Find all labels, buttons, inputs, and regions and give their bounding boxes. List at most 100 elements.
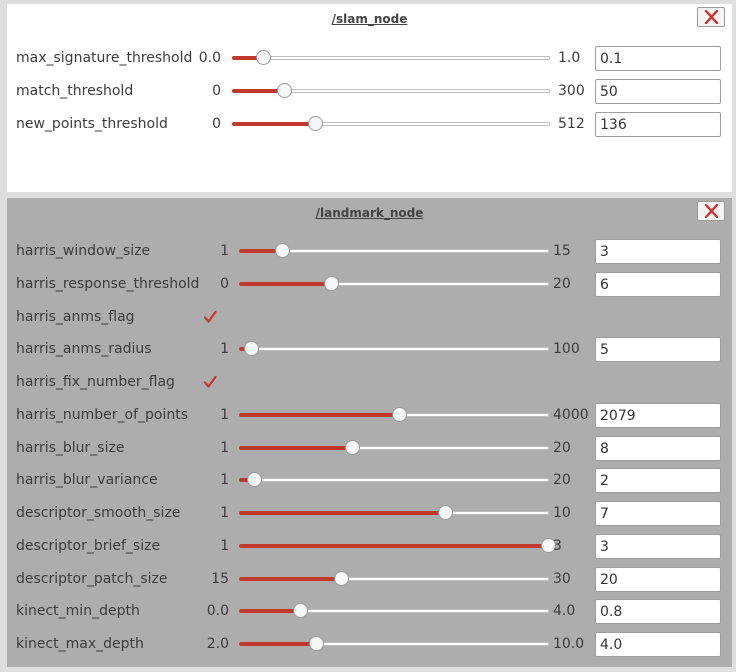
slider-track[interactable] xyxy=(239,571,549,586)
checkbox[interactable] xyxy=(203,310,217,324)
param-value-input[interactable] xyxy=(595,337,721,362)
param-label: new_points_threshold xyxy=(16,116,168,132)
slider-min-label: 1 xyxy=(220,243,229,259)
param-label: harris_blur_variance xyxy=(16,472,158,488)
slider-fill xyxy=(239,413,401,417)
slider-fill xyxy=(232,89,285,93)
param-label: harris_anms_flag xyxy=(16,309,135,325)
slider-min-label: 0 xyxy=(220,276,229,292)
param-row-kinect_min_depth: kinect_min_depth 0.0 4.0 xyxy=(7,599,732,624)
slider-min-label: 0 xyxy=(212,83,221,99)
slider-fill xyxy=(239,544,549,548)
slider-max-label: 100 xyxy=(553,341,580,357)
slider-track[interactable] xyxy=(239,276,549,291)
param-value-input[interactable] xyxy=(595,46,721,71)
param-label: max_signature_threshold xyxy=(16,50,193,66)
slider-handle[interactable] xyxy=(255,50,271,65)
slider-handle[interactable] xyxy=(275,243,291,258)
param-row-descriptor_patch_size: descriptor_patch_size 15 30 xyxy=(7,567,732,592)
slider-track[interactable] xyxy=(232,50,550,65)
slider-max-label: 10 xyxy=(553,505,571,521)
param-value-input[interactable] xyxy=(595,436,721,461)
slider-min-label: 2.0 xyxy=(206,636,229,652)
slider-max-label: 30 xyxy=(553,571,571,587)
close-button[interactable] xyxy=(697,7,725,27)
slider-track[interactable] xyxy=(239,407,549,422)
param-label: match_threshold xyxy=(16,83,134,99)
slider-handle[interactable] xyxy=(308,116,324,131)
slider-handle[interactable] xyxy=(345,440,361,455)
slider-handle[interactable] xyxy=(308,636,324,651)
slider-track[interactable] xyxy=(239,243,549,258)
slider-min-label: 0 xyxy=(212,116,221,132)
panel-title: /slam_node xyxy=(331,12,408,26)
slider-handle[interactable] xyxy=(392,407,408,422)
slider-handle[interactable] xyxy=(247,472,263,487)
slider-handle[interactable] xyxy=(293,603,308,618)
param-value-input[interactable] xyxy=(595,501,721,526)
param-value-input[interactable] xyxy=(595,632,721,657)
param-value-input[interactable] xyxy=(595,534,721,559)
slider-fill xyxy=(239,446,354,450)
slider-fill xyxy=(232,122,317,126)
param-value-input[interactable] xyxy=(595,403,721,428)
slider-min-label: 1 xyxy=(220,538,229,554)
slider-min-label: 15 xyxy=(211,571,229,587)
param-row-harris_blur_size: harris_blur_size 1 20 xyxy=(7,436,732,461)
param-row-harris_number_of_points: harris_number_of_points 1 4000 xyxy=(7,403,732,428)
param-label: harris_number_of_points xyxy=(16,407,189,423)
close-x-icon xyxy=(704,204,719,218)
slider-track[interactable] xyxy=(239,505,549,520)
slider-track[interactable] xyxy=(239,440,549,455)
slider-fill xyxy=(232,56,264,60)
slider-track[interactable] xyxy=(239,538,556,553)
slider-min-label: 1 xyxy=(220,440,229,456)
slider-track[interactable] xyxy=(239,603,549,618)
param-value-input[interactable] xyxy=(595,599,721,624)
slider-track[interactable] xyxy=(232,116,550,131)
param-row-descriptor_smooth_size: descriptor_smooth_size 1 10 xyxy=(7,501,732,526)
param-value-input[interactable] xyxy=(595,112,721,137)
slider-min-label: 0.0 xyxy=(198,50,221,66)
param-label: harris_anms_radius xyxy=(16,341,152,357)
param-row-harris_anms_flag: harris_anms_flag xyxy=(7,305,732,330)
param-label: kinect_max_depth xyxy=(16,636,144,652)
slider-handle[interactable] xyxy=(243,341,259,356)
param-value-input[interactable] xyxy=(595,468,721,493)
slider-handle[interactable] xyxy=(324,276,339,291)
slider-max-label: 512 xyxy=(558,116,585,132)
slider-handle[interactable] xyxy=(437,505,453,520)
param-value-input[interactable] xyxy=(595,567,721,592)
slider-fill xyxy=(239,282,332,286)
slider-handle[interactable] xyxy=(334,571,350,586)
checkbox[interactable] xyxy=(203,375,217,389)
param-value-input[interactable] xyxy=(595,79,721,104)
slider-track[interactable] xyxy=(239,636,549,651)
param-label: harris_blur_size xyxy=(16,440,125,456)
slam-node-panel: /slam_node max_signature_threshold 0.0 1.0… xyxy=(7,4,732,192)
slider-track[interactable] xyxy=(239,341,549,356)
close-button[interactable] xyxy=(697,201,725,221)
slider-handle[interactable] xyxy=(541,538,556,553)
param-row-harris_fix_number_flag: harris_fix_number_flag xyxy=(7,370,732,395)
param-value-input[interactable] xyxy=(595,272,721,297)
slider-max-label: 300 xyxy=(558,83,585,99)
param-label: kinect_min_depth xyxy=(16,603,140,619)
slider-track[interactable] xyxy=(232,83,550,98)
slider-max-label: 20 xyxy=(553,472,571,488)
param-label: harris_fix_number_flag xyxy=(16,374,175,390)
param-value-input[interactable] xyxy=(595,239,721,264)
slider-handle[interactable] xyxy=(277,83,292,98)
slider-max-label: 20 xyxy=(553,276,571,292)
param-row-harris_window_size: harris_window_size 1 15 xyxy=(7,239,732,264)
slider-fill xyxy=(239,642,317,646)
param-row-descriptor_brief_size: descriptor_brief_size 1 3 xyxy=(7,534,732,559)
param-row-kinect_max_depth: kinect_max_depth 2.0 10.0 xyxy=(7,632,732,657)
slider-fill xyxy=(239,249,284,253)
param-row-harris_blur_variance: harris_blur_variance 1 20 xyxy=(7,468,732,493)
slider-min-label: 1 xyxy=(220,341,229,357)
slider-min-label: 1 xyxy=(220,407,229,423)
slider-track[interactable] xyxy=(239,472,549,487)
param-label: descriptor_brief_size xyxy=(16,538,161,554)
slider-min-label: 1 xyxy=(220,472,229,488)
